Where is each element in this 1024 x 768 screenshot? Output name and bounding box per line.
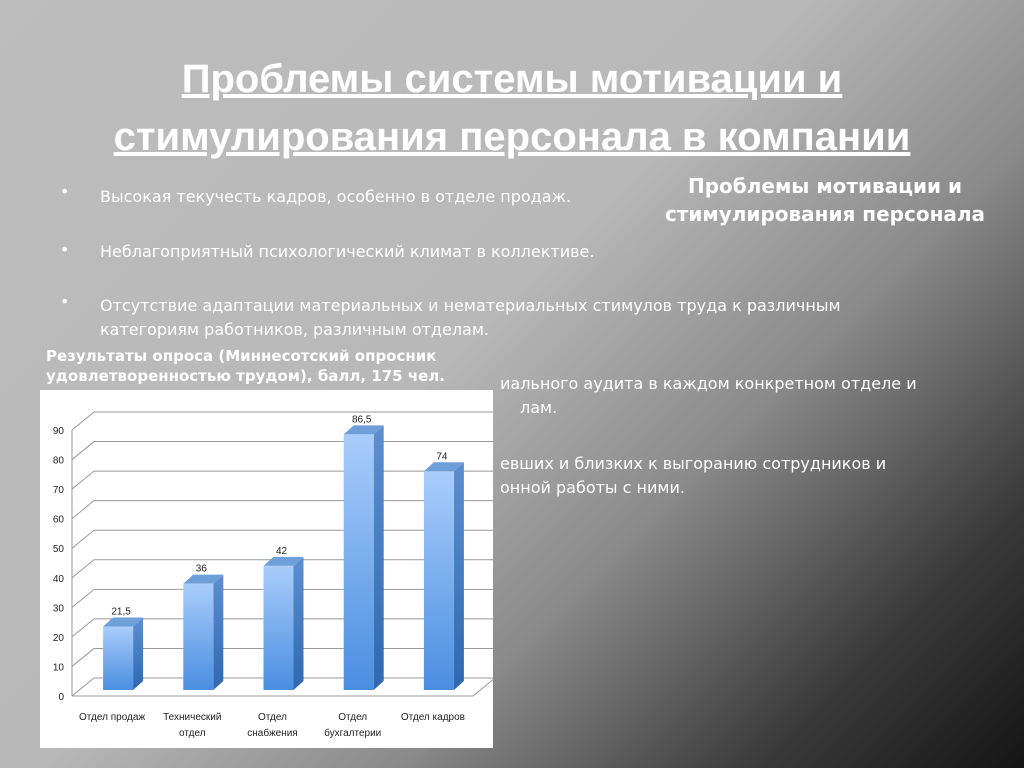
bar <box>103 626 134 690</box>
data-label: 86,5 <box>352 414 372 425</box>
x-tick-label: Отдел кадров <box>401 712 465 723</box>
bar <box>183 583 214 690</box>
data-label: 21,5 <box>111 606 131 617</box>
y-tick-label: 60 <box>53 515 65 526</box>
bar-top <box>343 425 384 435</box>
title-line-1: Проблемы системы мотивации и <box>181 57 843 101</box>
bullet-4: иального аудита в каждом конкретном отде… <box>500 374 917 417</box>
gridline-side <box>71 500 95 520</box>
slide-title: Проблемы системы мотивации и стимулирова… <box>0 50 1024 166</box>
bullet-1: Высокая текучесть кадров, особенно в отд… <box>100 187 572 206</box>
bar <box>423 471 454 690</box>
x-tick-label: Технический <box>163 712 221 723</box>
bar <box>343 434 374 690</box>
bullet-5: евших и близких к выгоранию сотрудников … <box>500 454 887 497</box>
gridline-side <box>71 470 95 490</box>
y-tick-label: 80 <box>53 456 65 467</box>
gridline-side <box>71 677 95 697</box>
title-line-2: стимулирования персонала в компании <box>113 115 911 159</box>
bar-top <box>103 617 144 627</box>
gridline-side <box>71 529 95 549</box>
x-tick-label: Отдел <box>338 712 367 723</box>
x-tick-label: Отдел <box>258 712 287 723</box>
data-label: 42 <box>276 546 288 557</box>
right-heading: Проблемы мотивации и стимулирования перс… <box>664 174 986 226</box>
chart-caption: Результаты опроса (Миннесотский опросник… <box>46 347 446 385</box>
bar <box>263 565 294 690</box>
gridline-side <box>71 559 95 579</box>
y-tick-label: 90 <box>53 426 65 437</box>
gridline-side <box>71 441 95 460</box>
chart: 0 10 20 30 40 50 60 70 80 90 21,5 Отдел продаж 36 Тех… <box>40 390 496 748</box>
bar-side <box>133 617 144 690</box>
bullet-2: Неблагоприятный психологический климат в… <box>100 242 595 261</box>
data-label: 74 <box>436 451 448 462</box>
bar-side <box>293 556 304 690</box>
bullet-dot: • <box>60 182 70 201</box>
bar-top <box>423 462 464 472</box>
gridline-side <box>71 618 95 638</box>
y-tick-label: 40 <box>53 574 65 585</box>
gridline-side <box>71 411 95 431</box>
bullet-dot: • <box>60 292 70 311</box>
y-tick-label: 30 <box>53 603 65 614</box>
floor-edge <box>472 677 496 697</box>
gridline-side <box>71 648 95 667</box>
gridline-side <box>71 588 95 608</box>
bar-side <box>373 425 384 690</box>
y-tick-label: 20 <box>53 633 65 644</box>
bar-chart-svg: 0 10 20 30 40 50 60 70 80 90 21,5 Отдел продаж 36 Тех… <box>53 411 496 739</box>
y-tick-label: 10 <box>53 662 65 673</box>
x-tick-label: снабжения <box>247 727 297 739</box>
bar-side <box>213 574 224 690</box>
bar-top <box>263 556 304 566</box>
y-tick-label: 70 <box>53 485 65 496</box>
bar-side <box>453 462 464 690</box>
data-label: 36 <box>196 564 208 575</box>
x-tick-label: отдел <box>179 728 206 739</box>
x-tick-label: бухгалтерии <box>324 727 381 739</box>
x-tick-label: Отдел продаж <box>79 712 145 723</box>
bullet-dot: • <box>60 240 70 259</box>
bullet-3: Отсутствие адаптации материальных и нема… <box>100 296 841 339</box>
y-tick-label: 0 <box>58 692 64 703</box>
y-tick-label: 50 <box>53 544 65 555</box>
bar-top <box>183 574 224 584</box>
